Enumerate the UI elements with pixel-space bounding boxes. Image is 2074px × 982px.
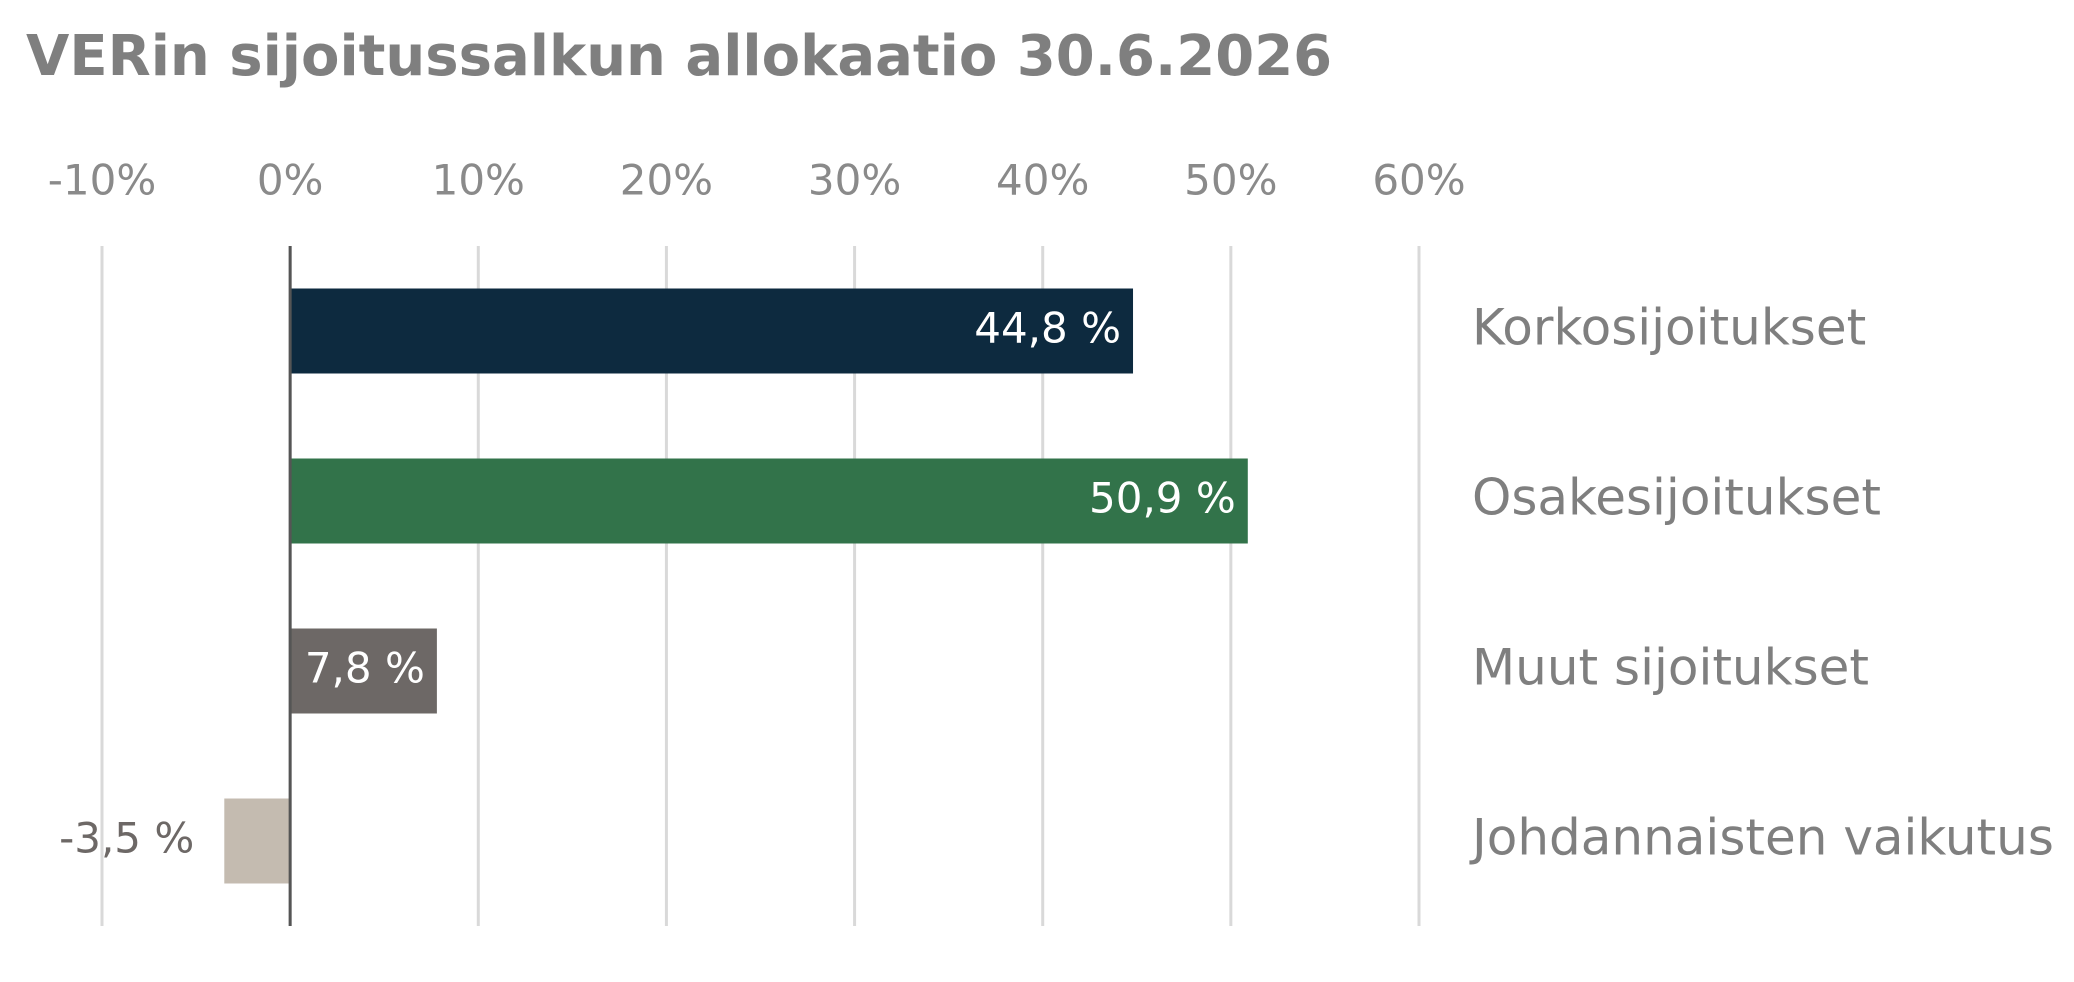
x-tick-label: -10% bbox=[48, 156, 157, 205]
bar bbox=[290, 458, 1248, 544]
value-label: -3,5 % bbox=[59, 814, 194, 863]
x-tick-label: 40% bbox=[996, 156, 1089, 205]
value-label: 44,8 % bbox=[974, 304, 1121, 353]
x-tick-label: 60% bbox=[1372, 156, 1465, 205]
bar bbox=[224, 798, 291, 884]
category-label: Osakesijoitukset bbox=[1472, 469, 1881, 527]
bar bbox=[290, 288, 1134, 374]
category-label: Muut sijoitukset bbox=[1472, 639, 1869, 697]
x-tick-label: 10% bbox=[432, 156, 525, 205]
x-tick-label: 30% bbox=[808, 156, 901, 205]
x-tick-label: 50% bbox=[1184, 156, 1277, 205]
chart-title: VERin sijoitussalkun allokaatio 30.6.202… bbox=[26, 24, 1332, 89]
category-label: Korkosijoitukset bbox=[1472, 299, 1866, 357]
category-label: Johdannaisten vaikutus bbox=[1469, 809, 2054, 867]
value-label: 50,9 % bbox=[1089, 474, 1236, 523]
x-tick-label: 20% bbox=[620, 156, 713, 205]
bar bbox=[290, 628, 437, 714]
x-tick-label: 0% bbox=[257, 156, 324, 205]
value-label: 7,8 % bbox=[305, 644, 425, 693]
